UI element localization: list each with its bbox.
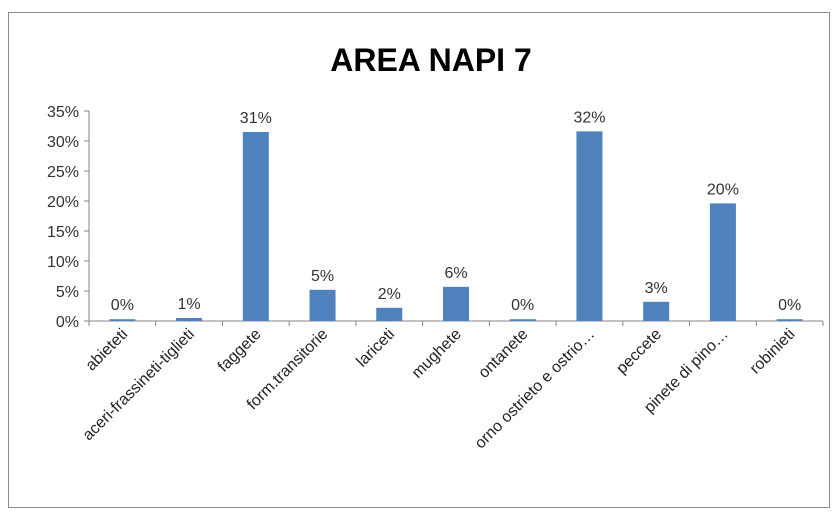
- data-label: 3%: [645, 280, 668, 297]
- chart-frame: AREA NAPI 7 0% 5% 10% 15% 20% 25% 30% 35% 0% 1% 3…: [8, 12, 830, 508]
- y-tick-label: 15%: [47, 224, 79, 241]
- category-label: abieteti: [83, 326, 132, 375]
- data-label: 2%: [378, 286, 401, 303]
- data-label: 31%: [240, 110, 272, 127]
- bar: [376, 307, 403, 321]
- bar-chart: AREA NAPI 7 0% 5% 10% 15% 20% 25% 30% 35% 0% 1% 3…: [47, 42, 824, 453]
- bar: [643, 301, 670, 321]
- bar: [443, 286, 469, 321]
- y-tick-label: 30%: [47, 134, 79, 151]
- bar: [242, 132, 269, 321]
- data-label: 32%: [573, 109, 605, 126]
- y-tick-label: 20%: [47, 194, 79, 211]
- bar: [709, 203, 736, 321]
- y-tick-label: 0%: [56, 314, 79, 331]
- data-label: 1%: [178, 296, 201, 313]
- bar: [309, 289, 336, 321]
- data-label: 20%: [707, 181, 739, 198]
- bars-group: [109, 131, 803, 321]
- bar: [576, 131, 603, 321]
- data-label: 0%: [778, 297, 801, 314]
- category-label: ontanete: [475, 326, 531, 382]
- data-label: 0%: [511, 297, 534, 314]
- bar: [109, 319, 136, 321]
- data-labels-group: 0% 1% 31% 5% 2% 6% 0% 32% 3% 20% 0%: [111, 109, 801, 314]
- x-axis-ticks: [88, 321, 824, 326]
- chart-title: AREA NAPI 7: [330, 42, 532, 78]
- bar: [176, 318, 203, 321]
- category-label: lariceti: [353, 326, 398, 371]
- y-tick-label: 5%: [56, 284, 79, 301]
- y-axis-ticks: 0% 5% 10% 15% 20% 25% 30% 35%: [47, 104, 89, 331]
- category-label: robinieti: [747, 326, 799, 378]
- data-label: 5%: [311, 268, 334, 285]
- y-tick-label: 35%: [47, 104, 79, 121]
- y-tick-label: 25%: [47, 164, 79, 181]
- bar: [509, 319, 536, 321]
- category-label: faggete: [215, 326, 265, 376]
- data-label: 6%: [444, 265, 467, 282]
- category-label: mughete: [409, 326, 465, 382]
- y-tick-label: 10%: [47, 254, 79, 271]
- data-label: 0%: [111, 297, 134, 314]
- category-label: aceri-frassineti-tiglieti: [80, 326, 198, 444]
- bar: [776, 319, 803, 321]
- category-label: orno ostrieto e ostrio…: [472, 326, 598, 452]
- category-label: peccete: [613, 326, 665, 378]
